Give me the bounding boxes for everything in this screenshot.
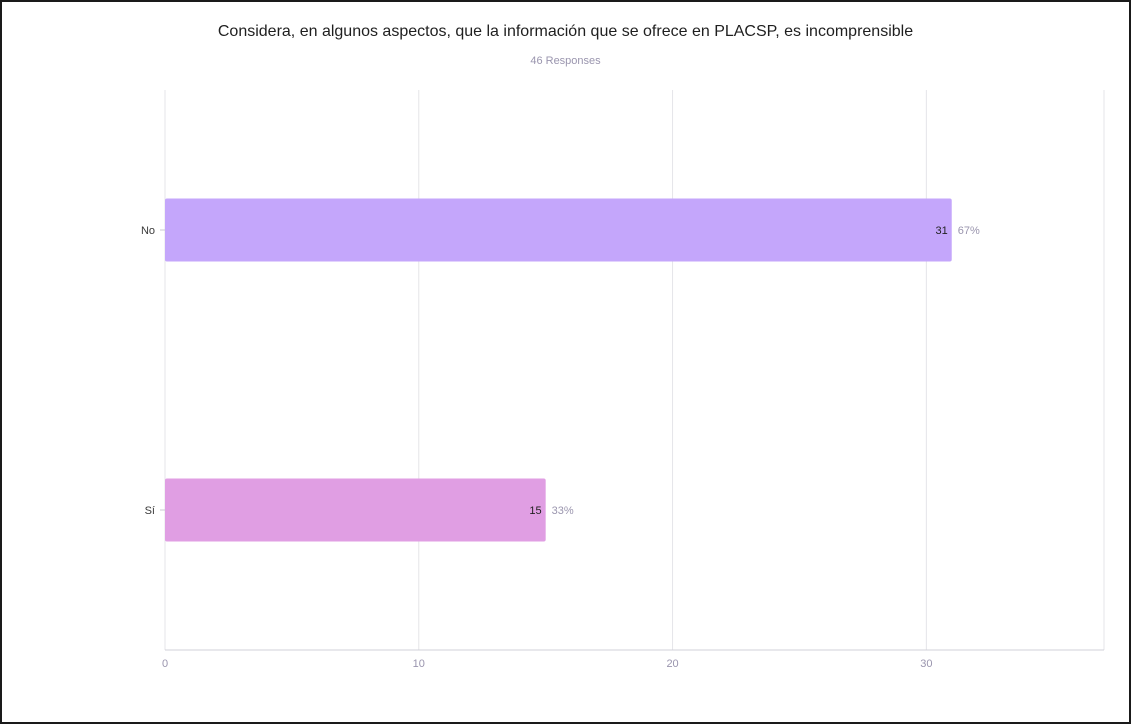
category-label: No xyxy=(141,225,155,237)
bar xyxy=(165,478,546,542)
x-tick-label: 20 xyxy=(666,658,678,670)
chart-title: Considera, en algunos aspectos, que la i… xyxy=(217,23,914,40)
x-tick-label: 30 xyxy=(920,658,932,670)
category-label: Sí xyxy=(145,505,155,517)
x-tick-label: 10 xyxy=(413,658,425,670)
bar xyxy=(165,198,952,262)
value-label: 15 xyxy=(529,505,541,517)
percent-label: 67% xyxy=(958,225,980,237)
value-label: 31 xyxy=(935,225,947,237)
chart-subtitle: 46 Responses xyxy=(530,55,601,67)
x-tick-label: 0 xyxy=(162,658,168,670)
percent-label: 33% xyxy=(552,505,574,517)
